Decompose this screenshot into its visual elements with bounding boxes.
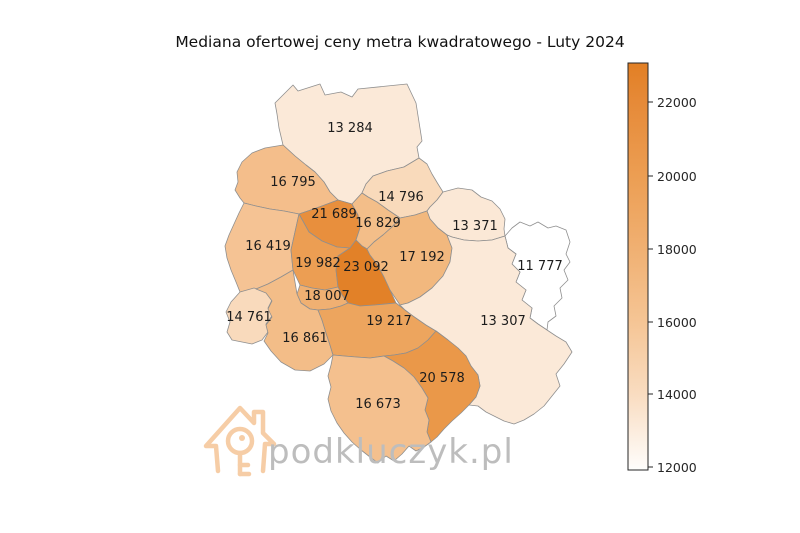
value-label-ochota: 18 007 xyxy=(304,289,350,304)
value-label-wilanow: 20 578 xyxy=(419,371,465,386)
value-label-ursynow: 16 673 xyxy=(355,397,401,412)
colorbar: 22000 20000 18000 16000 14000 12000 xyxy=(627,62,697,475)
value-label-ursus: 14 761 xyxy=(226,310,272,325)
colorbar-tick-label: 16000 xyxy=(657,315,697,330)
district-wlochy xyxy=(255,269,334,372)
value-label-zoliborz: 21 689 xyxy=(311,207,357,222)
watermark: podkluczyk.pl xyxy=(203,405,514,477)
value-label-wola: 19 982 xyxy=(295,256,341,271)
colorbar-tick-label: 20000 xyxy=(657,169,697,184)
value-label-praga-poludnie: 17 192 xyxy=(399,250,445,265)
value-label-targowek: 14 796 xyxy=(378,190,424,205)
value-label-rembertow: 13 371 xyxy=(452,219,498,234)
key-ring xyxy=(225,426,255,456)
value-label-wlochy: 16 861 xyxy=(282,331,328,346)
value-label-wesola: 11 777 xyxy=(517,259,563,274)
value-label-wawer: 13 307 xyxy=(480,314,526,329)
value-label-bemowo: 16 419 xyxy=(245,239,291,254)
district-shapes xyxy=(224,83,573,464)
colorbar-tick-label: 18000 xyxy=(657,242,697,257)
colorbar-tick-label: 14000 xyxy=(657,387,697,402)
district-wawer xyxy=(399,234,573,425)
key-ring-dot xyxy=(239,435,245,441)
district-value-labels: 13 284 16 795 14 796 21 689 16 829 13 37… xyxy=(226,121,563,412)
colorbar-tick-label: 22000 xyxy=(657,95,697,110)
watermark-text: podkluczyk.pl xyxy=(268,432,514,472)
colorbar-gradient xyxy=(627,62,649,471)
value-label-mokotow: 19 217 xyxy=(366,314,412,329)
house-outline xyxy=(203,405,277,474)
district-ursynow xyxy=(327,354,432,464)
value-label-praga-polnoc: 16 829 xyxy=(355,216,401,231)
value-label-bialoleka: 13 284 xyxy=(327,121,373,136)
value-label-bielany: 16 795 xyxy=(270,175,316,190)
house-key-icon xyxy=(203,405,277,477)
chart-title: Mediana ofertowej ceny metra kwadratoweg… xyxy=(175,33,625,51)
colorbar-tick-label: 12000 xyxy=(657,460,697,475)
value-label-srodmiescie: 23 092 xyxy=(343,260,389,275)
